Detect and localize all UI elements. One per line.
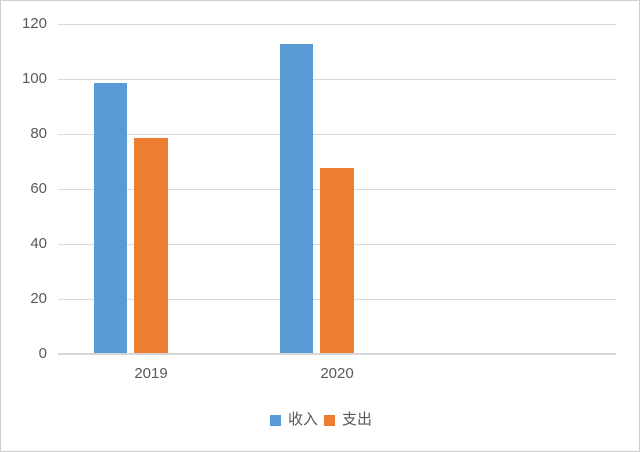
y-axis-tick-label: 60 [30, 180, 47, 197]
x-axis-line [58, 353, 616, 355]
legend-item-1: 支出 [324, 411, 372, 429]
gridline-y80 [58, 134, 616, 135]
y-axis-tick-label: 0 [38, 345, 47, 362]
gridline-y120 [58, 24, 616, 25]
bar-2020-series0 [280, 44, 313, 353]
y-axis-tick-label: 80 [30, 125, 47, 142]
legend-swatch-icon [324, 414, 335, 426]
x-axis-tick-label: 2019 [134, 365, 168, 382]
bar-2019-series1 [134, 138, 168, 353]
legend: 收入 支出 [1, 411, 639, 429]
y-axis-tick-label: 100 [21, 70, 47, 87]
legend-label: 收入 [287, 411, 318, 428]
legend-item-0: 收入 [269, 411, 318, 429]
y-axis-tick-label: 120 [21, 15, 47, 32]
bar-2019-series0 [94, 83, 127, 353]
y-axis-tick-label: 20 [30, 290, 47, 307]
gridline-y100 [58, 79, 616, 80]
x-axis-tick-label: 2020 [320, 365, 354, 382]
y-axis-tick-label: 40 [30, 235, 47, 252]
bar-2020-series1 [320, 168, 354, 353]
legend-swatch-icon [269, 414, 281, 426]
legend-label: 支出 [342, 411, 373, 428]
